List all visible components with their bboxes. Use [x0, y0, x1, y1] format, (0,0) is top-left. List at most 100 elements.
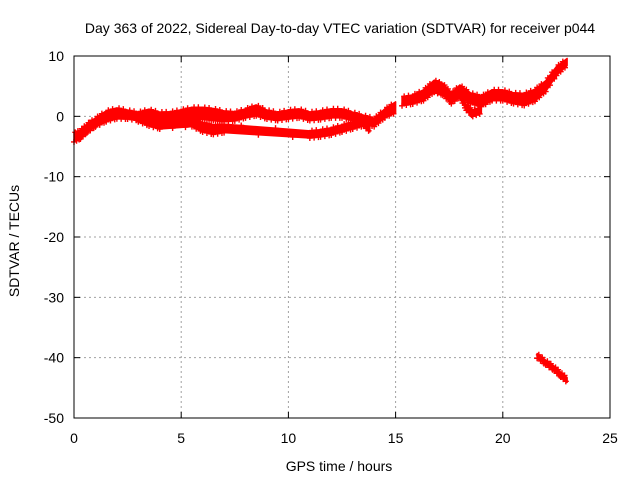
data-point: [542, 88, 549, 95]
data-point: [82, 131, 89, 138]
data-point: [221, 129, 228, 136]
data-point: [195, 117, 202, 124]
data-point: [384, 104, 391, 111]
data-point: [173, 107, 180, 114]
data-point: [474, 105, 481, 112]
data-point: [238, 122, 245, 129]
data-point: [148, 106, 155, 113]
data-point: [236, 116, 243, 123]
y-tick-label: -40: [44, 350, 64, 366]
y-tick-label: -20: [44, 229, 64, 245]
data-point: [414, 99, 421, 106]
data-point: [561, 64, 568, 71]
data-point: [458, 91, 465, 98]
data-point: [244, 105, 251, 112]
data-point: [92, 123, 99, 130]
data-point: [516, 90, 523, 97]
data-point: [546, 82, 553, 89]
data-point: [206, 105, 213, 112]
x-tick-label: 10: [281, 430, 297, 446]
data-point: [456, 95, 463, 102]
data-point: [276, 108, 283, 115]
data-point: [484, 89, 491, 96]
data-point: [195, 104, 202, 111]
data-point: [356, 110, 363, 117]
data-point: [420, 97, 427, 104]
data-point: [453, 85, 460, 92]
data-point: [506, 88, 513, 95]
data-point: [188, 123, 195, 130]
data-point: [562, 378, 569, 385]
data-point: [544, 358, 551, 365]
data-point: [300, 115, 307, 122]
data-point: [191, 115, 198, 122]
data-point: [424, 94, 431, 101]
series-band: [534, 351, 569, 385]
data-point: [96, 121, 103, 128]
data-point: [238, 106, 245, 113]
data-point: [141, 107, 148, 114]
data-point: [525, 100, 532, 107]
data-point: [214, 130, 221, 137]
data-point: [339, 114, 345, 121]
data-point: [216, 106, 223, 113]
data-point: [351, 118, 358, 125]
data-point: [349, 126, 356, 133]
y-tick-label: 0: [56, 108, 64, 124]
data-point: [313, 127, 320, 134]
data-point: [109, 106, 116, 113]
data-point: [480, 91, 487, 98]
data-point: [89, 117, 96, 124]
x-tick-label: 20: [495, 430, 511, 446]
data-point: [152, 117, 159, 124]
data-point: [523, 89, 530, 96]
data-point: [482, 101, 489, 108]
data-point: [317, 133, 324, 140]
data-point: [120, 106, 127, 113]
data-point: [107, 117, 114, 124]
data-point: [356, 116, 363, 123]
data-point: [371, 123, 378, 130]
y-tick-label: -30: [44, 289, 64, 305]
data-point: [334, 122, 341, 129]
data-point: [476, 110, 483, 117]
data-point: [135, 118, 142, 125]
data-point: [527, 87, 534, 94]
data-point: [510, 100, 517, 107]
data-point: [409, 100, 416, 107]
data-point: [169, 108, 176, 115]
data-point: [555, 61, 562, 68]
data-point: [514, 101, 521, 108]
data-point: [319, 126, 326, 133]
data-point: [539, 354, 546, 361]
data-point: [495, 86, 502, 93]
data-point: [231, 117, 238, 124]
x-tick-label: 5: [177, 430, 185, 446]
data-point: [146, 122, 153, 129]
data-point: [242, 114, 249, 121]
data-point: [105, 107, 112, 114]
data-point: [345, 107, 352, 114]
data-point: [366, 113, 373, 120]
data-point: [546, 364, 553, 371]
y-tick-label: 10: [48, 48, 64, 64]
data-point: [405, 92, 412, 99]
data-point: [334, 105, 341, 112]
data-point: [150, 124, 157, 131]
data-point: [422, 84, 429, 91]
data-point: [210, 131, 217, 138]
data-point: [381, 114, 388, 121]
data-point: [302, 107, 309, 114]
data-point: [551, 75, 558, 82]
data-point: [534, 84, 541, 91]
data-point: [203, 129, 210, 136]
data-point: [377, 109, 384, 116]
data-point: [386, 112, 393, 119]
data-point: [343, 127, 350, 134]
data-point: [473, 112, 480, 119]
data-point: [81, 123, 88, 130]
data-point: [148, 116, 155, 123]
data-point: [365, 127, 372, 134]
data-point: [469, 90, 476, 97]
